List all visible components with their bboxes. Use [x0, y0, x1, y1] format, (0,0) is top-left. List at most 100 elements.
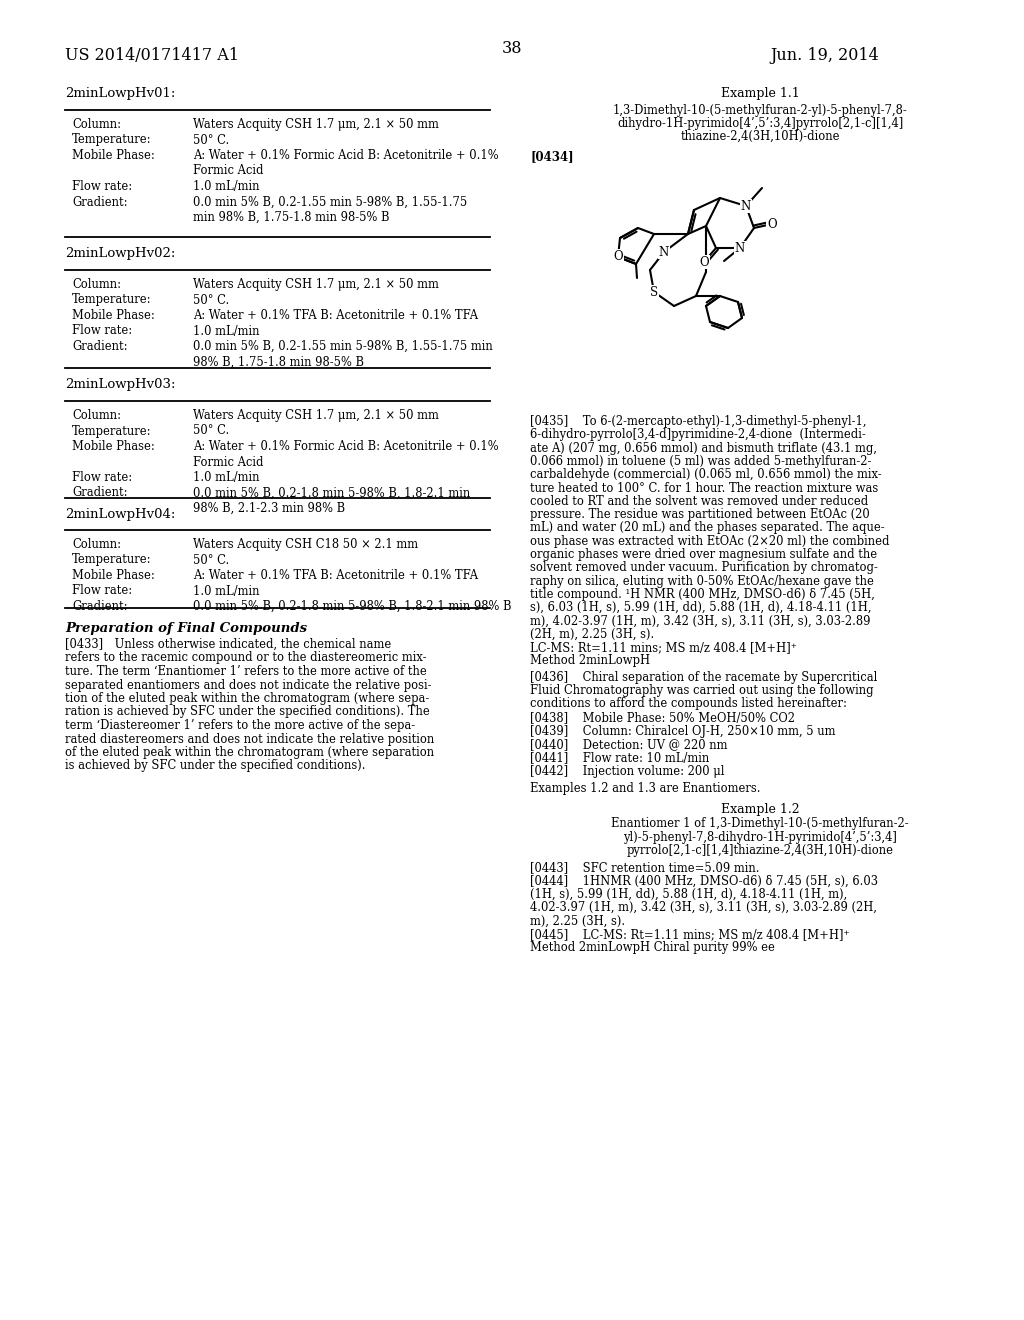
Text: 0.0 min 5% B, 0.2-1.55 min 5-98% B, 1.55-1.75 min: 0.0 min 5% B, 0.2-1.55 min 5-98% B, 1.55…: [193, 341, 493, 352]
Text: pyrrolo[2,1-c][1,4]thiazine-2,4(3H,10H)-dione: pyrrolo[2,1-c][1,4]thiazine-2,4(3H,10H)-…: [627, 843, 894, 857]
Text: Method 2minLowpH: Method 2minLowpH: [530, 655, 650, 668]
Text: Gradient:: Gradient:: [72, 195, 128, 209]
Text: Column:: Column:: [72, 117, 121, 131]
Text: O: O: [767, 218, 777, 231]
Text: Column:: Column:: [72, 539, 121, 550]
Text: US 2014/0171417 A1: US 2014/0171417 A1: [65, 48, 239, 63]
Text: raphy on silica, eluting with 0-50% EtOAc/hexane gave the: raphy on silica, eluting with 0-50% EtOA…: [530, 574, 873, 587]
Text: Mobile Phase:: Mobile Phase:: [72, 569, 155, 582]
Text: (1H, s), 5.99 (1H, dd), 5.88 (1H, d), 4.18-4.11 (1H, m),: (1H, s), 5.99 (1H, dd), 5.88 (1H, d), 4.…: [530, 888, 847, 900]
Text: 50° C.: 50° C.: [193, 425, 229, 437]
Text: Formic Acid: Formic Acid: [193, 165, 263, 177]
Text: ate A) (207 mg, 0.656 mmol) and bismuth triflate (43.1 mg,: ate A) (207 mg, 0.656 mmol) and bismuth …: [530, 442, 877, 454]
Text: 1.0 mL/min: 1.0 mL/min: [193, 180, 259, 193]
Text: [0435]    To 6-(2-mercapto-ethyl)-1,3-dimethyl-5-phenyl-1,: [0435] To 6-(2-mercapto-ethyl)-1,3-dimet…: [530, 414, 866, 428]
Text: [0438]    Mobile Phase: 50% MeOH/50% CO2: [0438] Mobile Phase: 50% MeOH/50% CO2: [530, 711, 795, 725]
Text: [0436]    Chiral separation of the racemate by Supercritical: [0436] Chiral separation of the racemate…: [530, 671, 878, 684]
Text: 1.0 mL/min: 1.0 mL/min: [193, 325, 259, 338]
Text: [0444]    1HNMR (400 MHz, DMSO-d6) δ 7.45 (5H, s), 6.03: [0444] 1HNMR (400 MHz, DMSO-d6) δ 7.45 (…: [530, 875, 878, 887]
Text: 1,3-Dimethyl-10-(5-methylfuran-2-yl)-5-phenyl-7,8-: 1,3-Dimethyl-10-(5-methylfuran-2-yl)-5-p…: [612, 104, 907, 117]
Text: A: Water + 0.1% Formic Acid B: Acetonitrile + 0.1%: A: Water + 0.1% Formic Acid B: Acetonitr…: [193, 440, 499, 453]
Text: Example 1.1: Example 1.1: [721, 87, 800, 100]
Text: ture. The term ‘Enantiomer 1’ refers to the more active of the: ture. The term ‘Enantiomer 1’ refers to …: [65, 665, 427, 678]
Text: conditions to afford the compounds listed hereinafter:: conditions to afford the compounds liste…: [530, 697, 847, 710]
Text: 98% B, 2.1-2.3 min 98% B: 98% B, 2.1-2.3 min 98% B: [193, 502, 345, 515]
Text: Examples 1.2 and 1.3 are Enantiomers.: Examples 1.2 and 1.3 are Enantiomers.: [530, 781, 761, 795]
Text: pressure. The residue was partitioned between EtOAc (20: pressure. The residue was partitioned be…: [530, 508, 869, 521]
Text: Gradient:: Gradient:: [72, 601, 128, 612]
Text: ration is achieved by SFC under the specified conditions). The: ration is achieved by SFC under the spec…: [65, 705, 430, 718]
Text: [0434]: [0434]: [530, 150, 573, 162]
Text: N: N: [741, 199, 752, 213]
Text: Fluid Chromatography was carried out using the following: Fluid Chromatography was carried out usi…: [530, 684, 873, 697]
Text: LC-MS: Rt=1.11 mins; MS m/z 408.4 [M+H]⁺: LC-MS: Rt=1.11 mins; MS m/z 408.4 [M+H]⁺: [530, 642, 797, 655]
Text: [0445]    LC-MS: Rt=1.11 mins; MS m/z 408.4 [M+H]⁺: [0445] LC-MS: Rt=1.11 mins; MS m/z 408.4…: [530, 928, 850, 941]
Text: 0.0 min 5% B, 0.2-1.55 min 5-98% B, 1.55-1.75: 0.0 min 5% B, 0.2-1.55 min 5-98% B, 1.55…: [193, 195, 467, 209]
Text: Temperature:: Temperature:: [72, 425, 152, 437]
Text: m), 2.25 (3H, s).: m), 2.25 (3H, s).: [530, 915, 625, 928]
Text: 2minLowpHv01:: 2minLowpHv01:: [65, 87, 175, 100]
Text: 98% B, 1.75-1.8 min 98-5% B: 98% B, 1.75-1.8 min 98-5% B: [193, 355, 364, 368]
Text: Formic Acid: Formic Acid: [193, 455, 263, 469]
Text: Example 1.2: Example 1.2: [721, 804, 800, 816]
Text: [0433] Unless otherwise indicated, the chemical name: [0433] Unless otherwise indicated, the c…: [65, 638, 391, 651]
Text: 50° C.: 50° C.: [193, 553, 229, 566]
Text: N: N: [658, 246, 669, 259]
Text: Temperature:: Temperature:: [72, 553, 152, 566]
Text: 38: 38: [502, 40, 522, 57]
Text: ous phase was extracted with EtOAc (2×20 ml) the combined: ous phase was extracted with EtOAc (2×20…: [530, 535, 890, 548]
Text: 50° C.: 50° C.: [193, 293, 229, 306]
Text: A: Water + 0.1% TFA B: Acetonitrile + 0.1% TFA: A: Water + 0.1% TFA B: Acetonitrile + 0.…: [193, 569, 478, 582]
Text: [0439]    Column: Chiralcel OJ-H, 250×10 mm, 5 um: [0439] Column: Chiralcel OJ-H, 250×10 mm…: [530, 725, 836, 738]
Text: Flow rate:: Flow rate:: [72, 471, 132, 484]
Text: 50° C.: 50° C.: [193, 133, 229, 147]
Text: Column:: Column:: [72, 279, 121, 290]
Text: Enantiomer 1 of 1,3-Dimethyl-10-(5-methylfuran-2-: Enantiomer 1 of 1,3-Dimethyl-10-(5-methy…: [611, 817, 909, 830]
Text: [0442]    Injection volume: 200 μl: [0442] Injection volume: 200 μl: [530, 764, 725, 777]
Text: of the eluted peak within the chromatogram (where separation: of the eluted peak within the chromatogr…: [65, 746, 434, 759]
Text: Mobile Phase:: Mobile Phase:: [72, 440, 155, 453]
Text: refers to the racemic compound or to the diastereomeric mix-: refers to the racemic compound or to the…: [65, 652, 427, 664]
Text: 1.0 mL/min: 1.0 mL/min: [193, 585, 259, 598]
Text: O: O: [699, 256, 709, 268]
Text: Flow rate:: Flow rate:: [72, 325, 132, 338]
Text: 0.066 mmol) in toluene (5 ml) was added 5-methylfuran-2-: 0.066 mmol) in toluene (5 ml) was added …: [530, 455, 871, 467]
Text: [0441]    Flow rate: 10 mL/min: [0441] Flow rate: 10 mL/min: [530, 751, 710, 764]
Text: s), 6.03 (1H, s), 5.99 (1H, dd), 5.88 (1H, d), 4.18-4.11 (1H,: s), 6.03 (1H, s), 5.99 (1H, dd), 5.88 (1…: [530, 601, 871, 614]
Text: separated enantiomers and does not indicate the relative posi-: separated enantiomers and does not indic…: [65, 678, 431, 692]
Text: 1.0 mL/min: 1.0 mL/min: [193, 471, 259, 484]
Text: Column:: Column:: [72, 409, 121, 422]
Text: ture heated to 100° C. for 1 hour. The reaction mixture was: ture heated to 100° C. for 1 hour. The r…: [530, 482, 879, 495]
Text: Flow rate:: Flow rate:: [72, 585, 132, 598]
Text: 2minLowpHv03:: 2minLowpHv03:: [65, 378, 175, 391]
Text: A: Water + 0.1% Formic Acid B: Acetonitrile + 0.1%: A: Water + 0.1% Formic Acid B: Acetonitr…: [193, 149, 499, 162]
Text: S: S: [650, 285, 658, 298]
Text: Gradient:: Gradient:: [72, 341, 128, 352]
Text: Temperature:: Temperature:: [72, 293, 152, 306]
Text: Waters Acquity CSH 1.7 μm, 2.1 × 50 mm: Waters Acquity CSH 1.7 μm, 2.1 × 50 mm: [193, 409, 439, 422]
Text: Waters Acquity CSH C18 50 × 2.1 mm: Waters Acquity CSH C18 50 × 2.1 mm: [193, 539, 418, 550]
Text: N: N: [735, 242, 745, 255]
Text: Jun. 19, 2014: Jun. 19, 2014: [770, 48, 879, 63]
Text: Waters Acquity CSH 1.7 μm, 2.1 × 50 mm: Waters Acquity CSH 1.7 μm, 2.1 × 50 mm: [193, 279, 439, 290]
Text: [0440]    Detection: UV @ 220 nm: [0440] Detection: UV @ 220 nm: [530, 738, 727, 751]
Text: [0443]    SFC retention time=5.09 min.: [0443] SFC retention time=5.09 min.: [530, 861, 760, 874]
Text: is achieved by SFC under the specified conditions).: is achieved by SFC under the specified c…: [65, 759, 366, 772]
Text: min 98% B, 1.75-1.8 min 98-5% B: min 98% B, 1.75-1.8 min 98-5% B: [193, 211, 389, 224]
Text: Gradient:: Gradient:: [72, 487, 128, 499]
Text: Temperature:: Temperature:: [72, 133, 152, 147]
Text: Flow rate:: Flow rate:: [72, 180, 132, 193]
Text: title compound. ¹H NMR (400 MHz, DMSO-d6) δ 7.45 (5H,: title compound. ¹H NMR (400 MHz, DMSO-d6…: [530, 587, 874, 601]
Text: O: O: [613, 249, 623, 263]
Text: yl)-5-phenyl-7,8-dihydro-1H-pyrimido[4’,5’:3,4]: yl)-5-phenyl-7,8-dihydro-1H-pyrimido[4’,…: [623, 830, 897, 843]
Text: tion of the eluted peak within the chromatogram (where sepa-: tion of the eluted peak within the chrom…: [65, 692, 429, 705]
Text: Preparation of Final Compounds: Preparation of Final Compounds: [65, 622, 307, 635]
Text: mL) and water (20 mL) and the phases separated. The aque-: mL) and water (20 mL) and the phases sep…: [530, 521, 885, 535]
Text: cooled to RT and the solvent was removed under reduced: cooled to RT and the solvent was removed…: [530, 495, 868, 508]
Text: 2minLowpHv02:: 2minLowpHv02:: [65, 247, 175, 260]
Text: dihydro-1H-pyrimido[4’,5’:3,4]pyrrolo[2,1-c][1,4]: dihydro-1H-pyrimido[4’,5’:3,4]pyrrolo[2,…: [616, 117, 903, 129]
Text: rated diastereomers and does not indicate the relative position: rated diastereomers and does not indicat…: [65, 733, 434, 746]
Text: carbaldehyde (commercial) (0.065 ml, 0.656 mmol) the mix-: carbaldehyde (commercial) (0.065 ml, 0.6…: [530, 469, 882, 482]
Text: 6-dihydro-pyrrolo[3,4-d]pyrimidine-2,4-dione  (Intermedi-: 6-dihydro-pyrrolo[3,4-d]pyrimidine-2,4-d…: [530, 428, 865, 441]
Text: A: Water + 0.1% TFA B: Acetonitrile + 0.1% TFA: A: Water + 0.1% TFA B: Acetonitrile + 0.…: [193, 309, 478, 322]
